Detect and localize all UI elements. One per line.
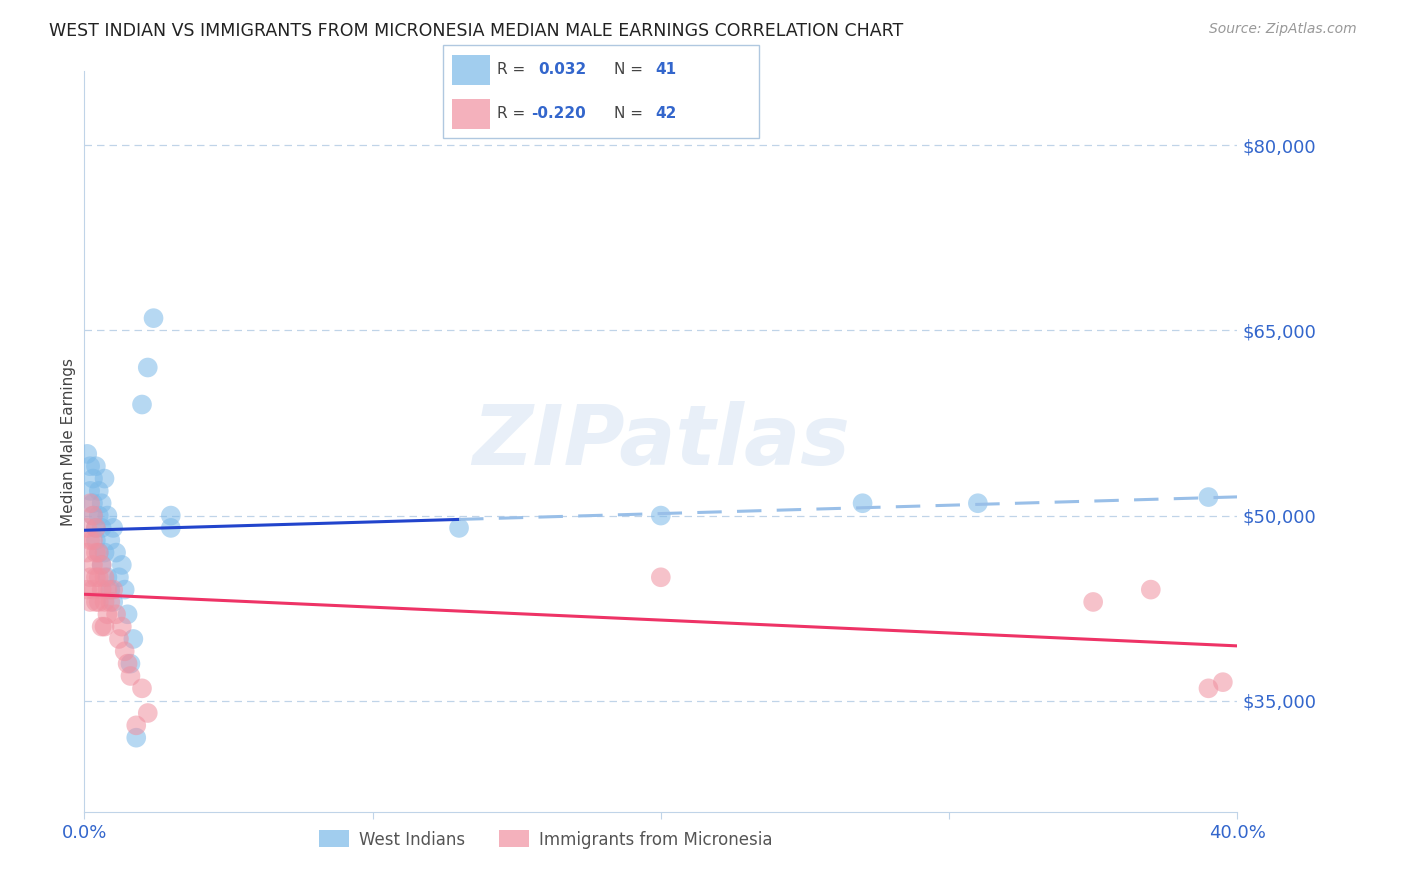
Point [82,508,104,523]
Point [82,496,104,510]
Point [84,595,107,609]
Text: R =: R = [496,106,524,121]
Point [650,508,672,523]
Legend: West Indians, Immigrants from Micronesia: West Indians, Immigrants from Micronesia [312,823,779,855]
Point [125,731,148,745]
Point [1212,675,1234,690]
Point [93,595,115,609]
Point [650,570,672,584]
Point [84,521,107,535]
Bar [453,99,491,129]
Point [79,570,101,584]
Point [84,459,107,474]
Point [1198,490,1220,504]
Point [84,521,107,535]
Point [79,533,101,548]
Point [84,570,107,584]
Point [79,496,101,510]
Point [76,546,98,560]
Point [122,632,145,646]
Point [90,558,112,572]
Text: 0.032: 0.032 [537,62,586,78]
Text: Source: ZipAtlas.com: Source: ZipAtlas.com [1209,22,1357,37]
Point [142,311,165,326]
Point [160,521,183,535]
Point [108,632,131,646]
Point [136,360,159,375]
Point [117,607,139,622]
Point [93,619,115,633]
Point [125,718,148,732]
Point [449,521,471,535]
Point [1083,595,1105,609]
Point [87,595,110,609]
Text: -0.220: -0.220 [531,106,586,121]
Point [90,496,112,510]
Point [105,607,128,622]
Point [90,521,112,535]
Point [98,595,121,609]
Point [76,447,98,461]
Point [96,607,118,622]
Point [79,459,101,474]
Point [84,546,107,560]
Point [76,521,98,535]
Point [90,619,112,633]
Point [136,706,159,720]
Point [84,533,107,548]
Point [90,558,112,572]
Point [82,508,104,523]
Point [967,496,990,510]
Point [98,582,121,597]
Point [111,558,134,572]
Point [96,582,118,597]
Point [87,483,110,498]
Point [120,657,142,671]
Point [108,570,131,584]
Point [87,546,110,560]
Point [93,570,115,584]
Point [82,533,104,548]
Text: N =: N = [614,62,643,78]
Point [93,471,115,485]
Text: N =: N = [614,106,643,121]
Point [105,546,128,560]
Point [114,644,136,658]
Point [114,582,136,597]
Text: ZIPatlas: ZIPatlas [472,401,849,482]
Point [79,595,101,609]
Point [1198,681,1220,696]
Point [111,619,134,633]
Text: 42: 42 [655,106,676,121]
Point [103,595,124,609]
Point [103,521,124,535]
Point [87,546,110,560]
Point [852,496,875,510]
Point [131,398,153,412]
Point [160,508,183,523]
Point [120,669,142,683]
Point [82,558,104,572]
Point [87,508,110,523]
Bar [453,55,491,85]
Point [76,582,98,597]
Point [82,471,104,485]
Text: 41: 41 [655,62,676,78]
Text: WEST INDIAN VS IMMIGRANTS FROM MICRONESIA MEDIAN MALE EARNINGS CORRELATION CHART: WEST INDIAN VS IMMIGRANTS FROM MICRONESI… [49,22,904,40]
Point [1140,582,1163,597]
Point [103,582,124,597]
Point [79,483,101,498]
Point [117,657,139,671]
Point [87,570,110,584]
Point [90,582,112,597]
Text: R =: R = [496,62,524,78]
Point [93,546,115,560]
Point [96,570,118,584]
Point [131,681,153,696]
Y-axis label: Median Male Earnings: Median Male Earnings [60,358,76,525]
Point [96,508,118,523]
Point [98,533,121,548]
Point [82,582,104,597]
